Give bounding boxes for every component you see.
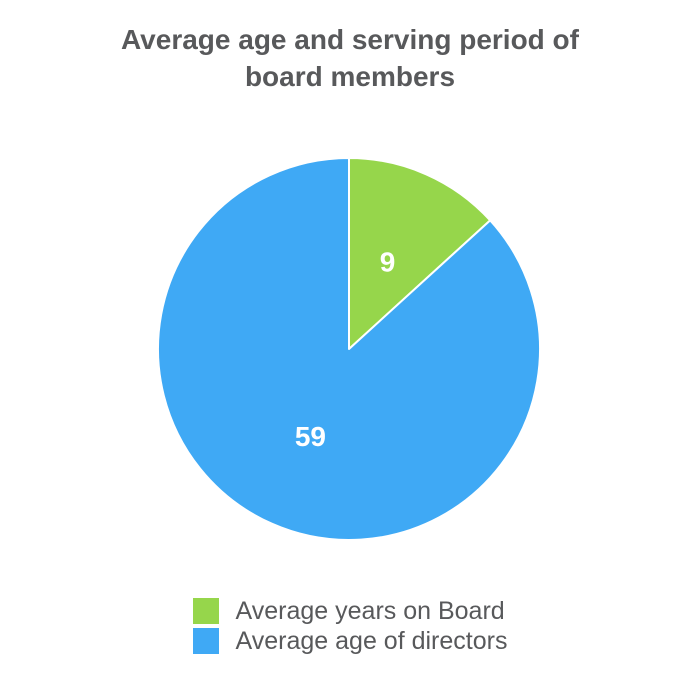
legend-label: Average age of directors <box>235 627 508 655</box>
pie-slice-0 <box>348 157 492 350</box>
chart-title-line1: Average age and serving period of <box>121 24 579 55</box>
legend-area: Average years on Board Average age of dir… <box>0 596 700 656</box>
legend-item-0: Average years on Board <box>192 596 505 626</box>
legend-swatch-icon <box>192 628 219 654</box>
pie-slice-1 <box>157 157 541 541</box>
chart-title: Average age and serving period of board … <box>60 21 640 95</box>
legend-item-1: Average age of directors <box>192 626 508 656</box>
legend: Average years on Board Average age of dir… <box>192 596 508 656</box>
slice-value-label-1: 59 <box>295 421 326 452</box>
chart-title-line2: board members <box>244 61 456 92</box>
slice-value-label-0: 9 <box>380 246 396 277</box>
legend-label: Average years on Board <box>235 597 505 625</box>
legend-swatch-icon <box>192 598 219 624</box>
